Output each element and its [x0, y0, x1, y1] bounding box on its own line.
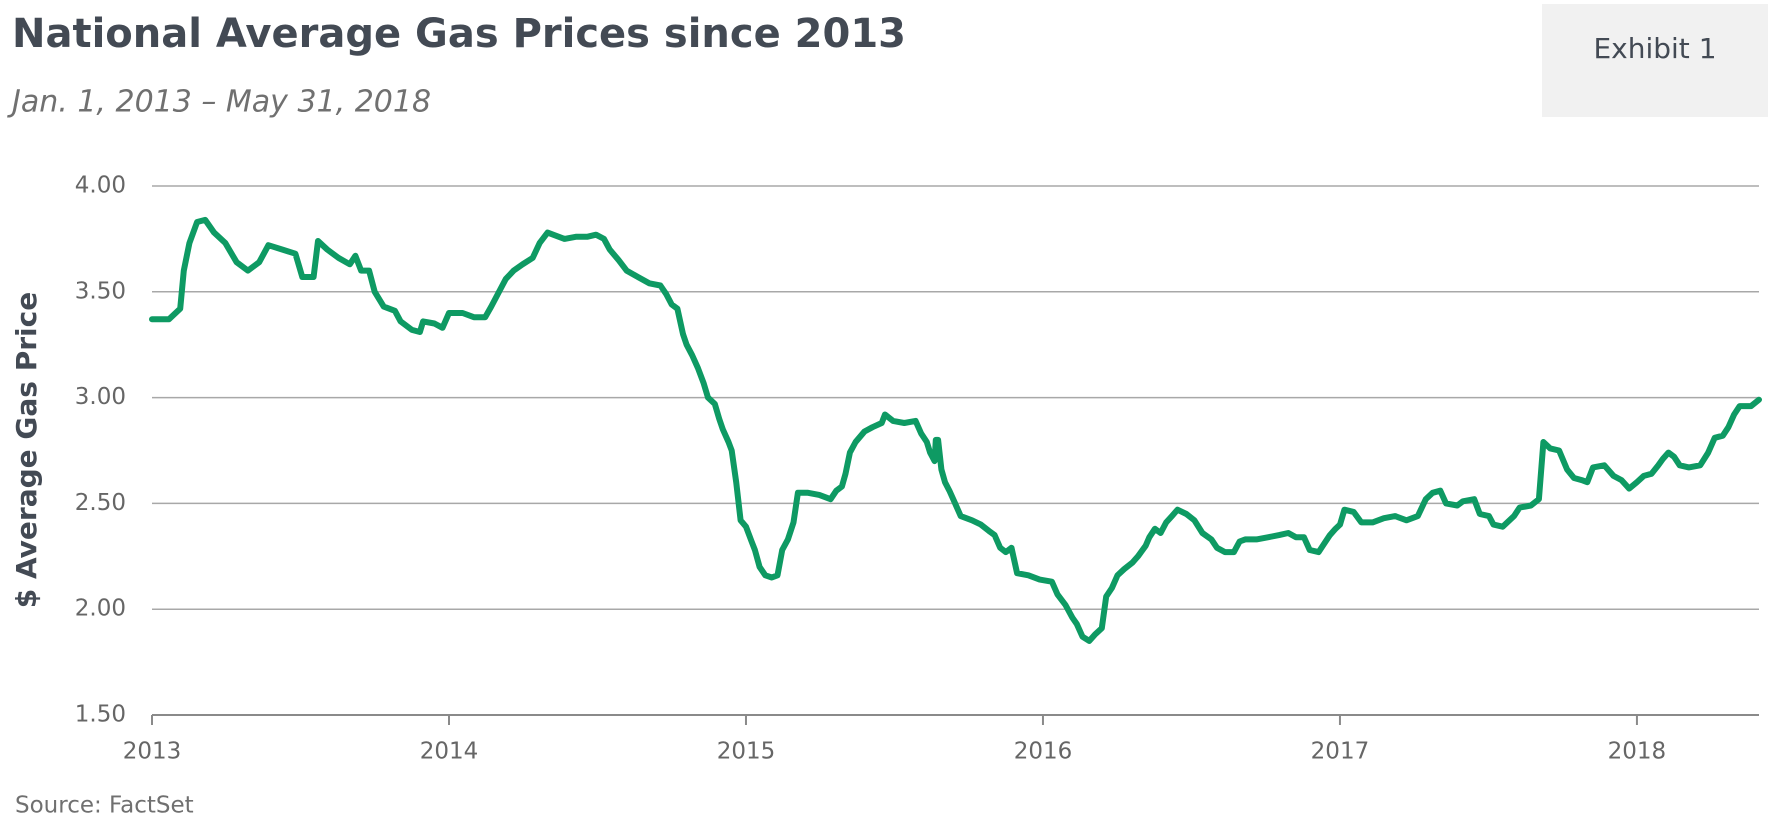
badge-box: [1542, 4, 1768, 117]
x-tick-label: 2014: [420, 739, 479, 765]
chart-title: National Average Gas Prices since 2013: [12, 11, 906, 57]
x-tick-label: 2017: [1311, 739, 1370, 765]
y-tick-label: 3.50: [75, 278, 126, 304]
chart-subtitle: Jan. 1, 2013 – May 31, 2018: [7, 85, 431, 120]
x-tick-label: 2018: [1608, 739, 1667, 765]
price-line: [149, 216, 1762, 644]
y-tick-label: 3.00: [75, 384, 126, 410]
y-tick-label: 2.50: [75, 490, 126, 516]
y-axis-label: $ Average Gas Price: [10, 292, 43, 608]
x-tick-label: 2016: [1014, 739, 1073, 765]
y-tick-label: 4.00: [75, 173, 126, 199]
source: Source: FactSet: [15, 793, 194, 819]
badge: Exhibit 1: [1593, 32, 1716, 65]
x-tick-label: 2013: [123, 739, 182, 765]
x-tick-label: 2015: [717, 739, 776, 765]
y-tick-label: 1.50: [75, 702, 126, 728]
y-tick-label: 2.00: [75, 596, 126, 622]
